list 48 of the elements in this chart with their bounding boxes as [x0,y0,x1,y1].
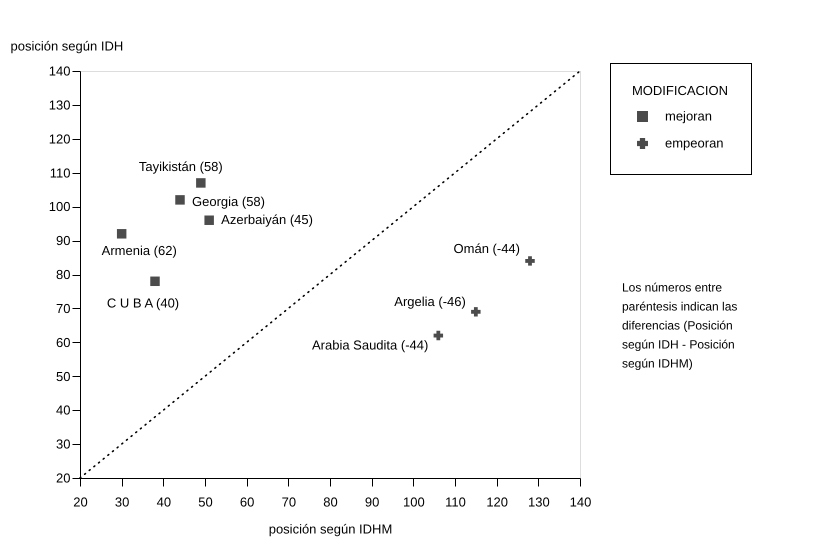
point [204,215,214,225]
x-tick-label: 140 [570,494,592,510]
annotation: Omán (-44) [454,240,520,256]
x-tick-label: 90 [364,494,380,510]
point [175,195,185,205]
y-tick-label: 20 [56,470,70,486]
annotation: Tayikistán (58) [138,158,223,174]
legend-title: MODIFICACION [632,83,728,98]
x-tick-label: 110 [445,494,466,510]
y-tick-label: 100 [48,199,70,214]
annotation: Argelia (-46) [394,294,466,309]
y-tick-label: 70 [56,300,70,316]
x-tick-label: 130 [528,494,550,510]
y-tick-label: 110 [50,165,70,180]
y-tick-label: 120 [48,131,70,146]
point [196,178,206,188]
x-tick-label: 100 [402,494,425,510]
y-tick-label: 30 [56,436,70,452]
x-tick-label: 80 [323,494,338,510]
x-tick-label: 30 [114,494,130,510]
x-tick-label: 20 [73,494,88,510]
legend-label: empeoran [665,136,724,150]
y-tick-label: 50 [56,368,70,384]
point [471,307,481,317]
legend-label: mejoran [665,108,712,124]
y-tick-label: 40 [56,402,70,418]
x-axis-title: posición según IDHM [268,522,392,536]
x-tick-label: 70 [282,494,296,510]
point [116,229,126,239]
point [525,256,535,266]
annotation: Armenia (62) [102,242,177,258]
point [150,276,160,286]
point [434,330,444,340]
annotation: Georgia (58) [192,194,265,209]
x-tick-label: 40 [156,494,172,510]
y-axis-title: posición según IDH [10,38,124,54]
x-tick-label: 120 [486,494,508,510]
annotation: C U B A (40) [106,295,180,310]
annotation: Azerbaiyán (45) [221,212,313,228]
y-tick-label: 130 [48,97,70,112]
y-tick-label: 140 [48,64,70,78]
annotation: Arabia Saudita (-44) [312,338,428,353]
y-tick-label: 60 [56,334,70,350]
y-tick-label: 90 [56,233,70,248]
y-tick-label: 80 [56,267,70,282]
x-tick-label: 60 [240,494,254,510]
x-tick-label: 50 [198,494,213,510]
text: Los números entre paréntesis indican las diferencias (Posición según IDH - Posición según IDHM) [622,280,738,371]
